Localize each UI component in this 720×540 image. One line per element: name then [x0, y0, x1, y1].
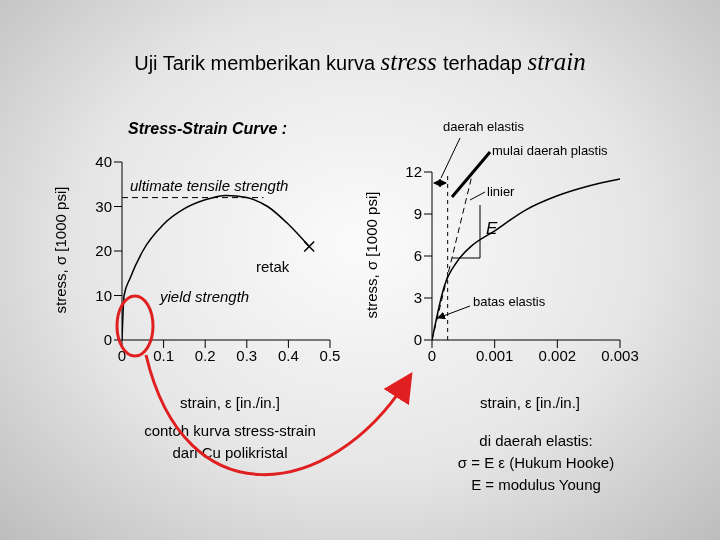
svg-text:0: 0 [118, 347, 126, 364]
svg-text:0.001: 0.001 [476, 347, 514, 364]
html-text:strain, ε [in./in.]: strain, ε [in./in.] [180, 394, 280, 411]
html-text:yield strength: yield strength [160, 288, 250, 305]
svg-text:0.002: 0.002 [539, 347, 577, 364]
html-text:σ = E ε (Hukum Hooke): σ = E ε (Hukum Hooke) [457, 454, 615, 471]
html-text:retak: retak [256, 258, 290, 275]
html-text:batas elastis: batas elastis [473, 294, 546, 309]
svg-text:0.5: 0.5 [320, 347, 341, 364]
svg-text:6: 6 [414, 247, 422, 264]
svg-text:30: 30 [95, 198, 112, 215]
svg-text:0.003: 0.003 [601, 347, 639, 364]
html-text:Uji Tarik memberikan kurva str: Uji Tarik memberikan kurva stress terhad… [134, 48, 586, 75]
html-text:dari Cu polikristal: dari Cu polikristal [172, 444, 288, 461]
svg-text:0: 0 [104, 331, 112, 348]
svg-text:0.4: 0.4 [278, 347, 299, 364]
svg-text:0: 0 [428, 347, 436, 364]
html-text:di daerah elastis:: di daerah elastis: [479, 432, 593, 449]
html-text:Stress-Strain Curve :: Stress-Strain Curve : [128, 120, 288, 137]
html-text:linier: linier [487, 184, 515, 199]
svg-text:12: 12 [405, 163, 422, 180]
html-text:E = modulus Young: E = modulus Young [471, 476, 601, 493]
html-text:mulai daerah plastis: mulai daerah plastis [492, 143, 608, 158]
svg-text:3: 3 [414, 289, 422, 306]
svg-text:0.3: 0.3 [236, 347, 257, 364]
svg-text:9: 9 [414, 205, 422, 222]
html-text:daerah elastis: daerah elastis [443, 119, 524, 134]
html-text:E: E [486, 219, 498, 238]
html-text:stress, σ [1000 psi]: stress, σ [1000 psi] [52, 186, 69, 314]
html-text:stress, σ [1000 psi]: stress, σ [1000 psi] [363, 191, 380, 319]
svg-text:10: 10 [95, 287, 112, 304]
html-text:strain, ε [in./in.]: strain, ε [in./in.] [480, 394, 580, 411]
html-text:ultimate tensile strength: ultimate tensile strength [130, 177, 289, 194]
svg-text:0: 0 [414, 331, 422, 348]
svg-text:0.2: 0.2 [195, 347, 216, 364]
svg-text:20: 20 [95, 242, 112, 259]
svg-text:40: 40 [95, 153, 112, 170]
svg-text:0.1: 0.1 [153, 347, 174, 364]
html-text:contoh kurva stress-strain: contoh kurva stress-strain [144, 422, 316, 439]
